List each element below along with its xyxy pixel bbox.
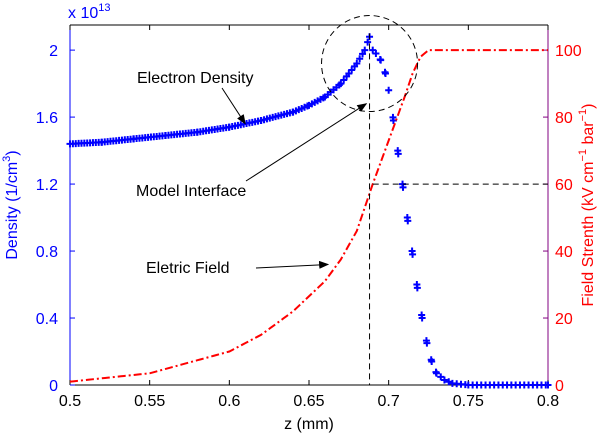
annotations: Electron Density Model Interface Eletric F… [136, 70, 368, 277]
left-tick-label: 0.4 [36, 311, 58, 328]
right-tick-label: 20 [555, 311, 573, 328]
density-point [409, 250, 417, 258]
peak-highlight-circle [321, 15, 419, 113]
annotation-label: Eletric Field [146, 260, 230, 277]
density-point [345, 70, 353, 78]
x-tick-label: 0.65 [293, 393, 324, 410]
reference-lines [321, 15, 548, 385]
density-point [404, 217, 412, 225]
density-point [437, 373, 445, 381]
density-point [423, 339, 431, 347]
density-point [399, 183, 407, 191]
left-axis-ticks: 0 0.4 0.8 1.2 1.6 2 [36, 43, 75, 395]
left-axis-title: Density (1/cm3) [1, 150, 21, 259]
left-axis-exponent-power: 13 [98, 2, 110, 14]
annotation-arrow [255, 260, 330, 269]
density-point [394, 150, 402, 158]
density-point [377, 56, 385, 64]
density-point [356, 55, 364, 63]
density-series [66, 33, 552, 389]
x-tick-label: 0.75 [453, 393, 484, 410]
density-point [428, 358, 436, 366]
density-point [337, 80, 345, 88]
density-point [348, 66, 356, 74]
density-point [361, 46, 369, 54]
right-tick-label: 80 [555, 110, 573, 127]
annotation-label: Model Interface [136, 183, 246, 200]
density-point [445, 378, 453, 386]
right-tick-label: 60 [555, 177, 573, 194]
density-point [440, 376, 448, 384]
density-point [413, 284, 421, 292]
density-point [340, 76, 348, 84]
density-point [381, 70, 389, 78]
density-point [353, 60, 361, 68]
annotation-label: Electron Density [137, 70, 254, 87]
right-tick-label: 100 [555, 43, 582, 60]
density-point [544, 381, 552, 389]
x-tick-label: 0.8 [537, 393, 559, 410]
electric-field-line [69, 49, 548, 383]
left-tick-label: 0 [49, 378, 58, 395]
right-tick-label: 0 [555, 378, 564, 395]
density-point [432, 369, 440, 377]
left-tick-label: 2 [49, 43, 58, 60]
density-point [389, 116, 397, 124]
left-tick-label: 1.6 [36, 110, 58, 127]
annotation-arrow [221, 87, 246, 125]
x-tick-label: 0.6 [218, 393, 240, 410]
x-axis-title: z (mm) [284, 416, 334, 433]
x-axis-ticks: 0.5 0.55 0.6 0.65 0.7 0.75 0.8 [59, 25, 559, 410]
x-tick-label: 0.55 [134, 393, 165, 410]
left-tick-label: 0.8 [36, 244, 58, 261]
x-tick-label: 0.7 [378, 393, 400, 410]
right-axis-title: Field Strenth (kV cm−1 bar−1) [577, 104, 597, 307]
density-point [359, 50, 367, 58]
density-point [372, 49, 380, 57]
right-axis-ticks: 0 20 40 60 80 100 [543, 43, 582, 395]
left-tick-label: 1.2 [36, 177, 58, 194]
density-point [364, 38, 372, 46]
right-tick-label: 40 [555, 244, 573, 261]
density-point [385, 86, 393, 94]
x-tick-label: 0.5 [59, 393, 81, 410]
density-point [418, 314, 426, 322]
annotation-arrow [245, 103, 368, 182]
left-axis-exponent: x 1013 [68, 2, 111, 22]
series-layer [66, 33, 552, 389]
